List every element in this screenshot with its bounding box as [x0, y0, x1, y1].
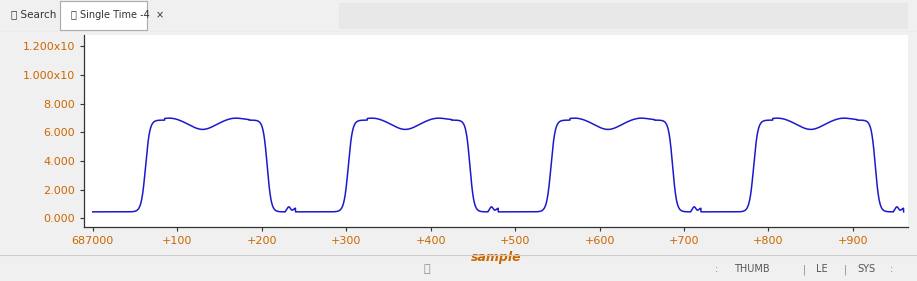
- Text: :: :: [715, 264, 719, 274]
- Text: :: :: [889, 264, 893, 274]
- Text: 🔍 Search: 🔍 Search: [11, 9, 56, 19]
- Text: SYS: SYS: [857, 264, 876, 274]
- Text: 📈 Single Time -4  ×: 📈 Single Time -4 ×: [71, 10, 164, 20]
- Text: THUMB: THUMB: [734, 264, 769, 274]
- Text: |: |: [802, 264, 806, 275]
- Text: LE: LE: [816, 264, 828, 274]
- Bar: [60, 1, 147, 30]
- Text: |: |: [844, 264, 847, 275]
- X-axis label: sample: sample: [470, 251, 522, 264]
- Text: 📷: 📷: [423, 264, 430, 274]
- Bar: [339, 3, 908, 29]
